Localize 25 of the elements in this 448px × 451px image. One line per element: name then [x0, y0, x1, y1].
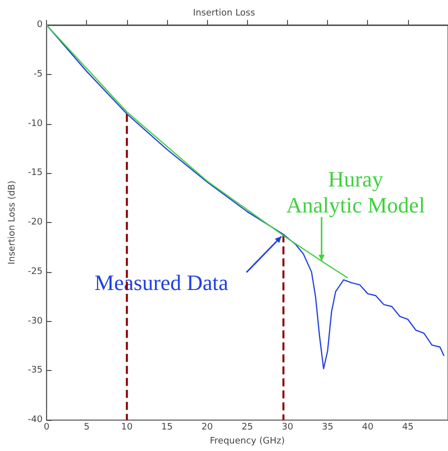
x-tick-label: 45	[402, 422, 414, 433]
x-tick-label: 30	[282, 422, 294, 433]
y-tick-label: -25	[28, 266, 43, 277]
x-tick-label: 5	[84, 422, 90, 433]
y-tick-label: -10	[28, 118, 43, 129]
chart-title: Insertion Loss	[192, 8, 256, 18]
x-tick-label: 10	[121, 422, 133, 433]
annotation: Huray Analytic Model	[286, 166, 425, 218]
x-tick-label: 20	[201, 422, 214, 433]
y-tick-label: -40	[28, 415, 43, 426]
y-tick-label: -20	[28, 218, 43, 228]
annotation: Measured Data	[94, 270, 229, 295]
x-tick-label: 15	[161, 422, 173, 433]
y-tick-label: -15	[28, 168, 43, 178]
x-tick-label: 35	[322, 422, 334, 433]
y-tick-label: -5	[34, 69, 43, 80]
y-axis-title: Insertion Loss (dB)	[8, 180, 18, 265]
y-tick-label: -35	[28, 366, 43, 376]
x-tick-label: 40	[362, 422, 374, 433]
x-tick-label: 0	[44, 422, 50, 433]
x-tick-label: 25	[242, 422, 254, 433]
y-tick-label: 0	[36, 20, 43, 30]
x-axis-title: Frequency (GHz)	[210, 436, 285, 446]
line-series	[46, 24, 445, 370]
y-tick-label: -30	[28, 316, 43, 326]
